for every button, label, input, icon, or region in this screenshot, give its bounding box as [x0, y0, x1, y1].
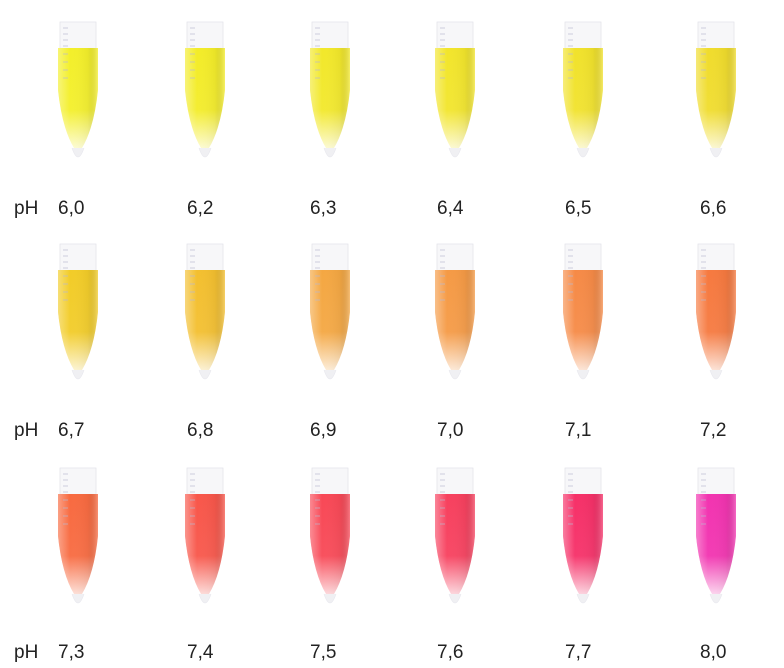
- tube-icon: [435, 243, 475, 380]
- tube-icon: [310, 21, 350, 158]
- ph-value-label: 7,6: [437, 642, 464, 663]
- ph-value-label: 6,5: [565, 198, 592, 219]
- ph-value-label: 6,0: [58, 198, 85, 219]
- sample-tube: [543, 242, 623, 402]
- sample-tube: [676, 20, 756, 180]
- sample-tube: [38, 20, 118, 180]
- ph-value-label: 7,4: [187, 642, 214, 663]
- sample-tube: [415, 466, 495, 626]
- tube-icon: [563, 21, 603, 158]
- tube-icon: [185, 243, 225, 380]
- sample-tube: [38, 466, 118, 626]
- tube-icon: [435, 467, 475, 604]
- ph-value-label: 7,0: [437, 420, 464, 441]
- sample-tube: [38, 242, 118, 402]
- sample-tube: [543, 20, 623, 180]
- sample-tube: [415, 20, 495, 180]
- tube-icon: [696, 467, 736, 604]
- ph-prefix-label: pH: [14, 420, 39, 441]
- ph-value-label: 7,5: [310, 642, 337, 663]
- ph-value-label: 8,0: [700, 642, 727, 663]
- sample-tube: [676, 242, 756, 402]
- tube-icon: [185, 21, 225, 158]
- ph-value-label: 6,7: [58, 420, 85, 441]
- ph-row-1: pH 6,0 6,2 6,3 6,4 6,5 6,6: [0, 0, 784, 222]
- tube-icon: [563, 467, 603, 604]
- ph-row-2: pH 6,7 6,8 6,9 7,0 7,1 7,2: [0, 222, 784, 444]
- ph-row-3: pH 7,3 7,4 7,5 7,6 7,7 8,0: [0, 444, 784, 666]
- tube-icon: [696, 243, 736, 380]
- ph-value-label: 6,9: [310, 420, 337, 441]
- tube-icon: [58, 21, 98, 158]
- ph-value-label: 7,3: [58, 642, 85, 663]
- sample-tube: [290, 242, 370, 402]
- ph-prefix-label: pH: [14, 642, 39, 663]
- sample-tube: [290, 466, 370, 626]
- tube-icon: [435, 21, 475, 158]
- sample-tube: [415, 242, 495, 402]
- sample-tube: [165, 242, 245, 402]
- ph-value-label: 6,6: [700, 198, 727, 219]
- tube-icon: [185, 467, 225, 604]
- ph-value-label: 7,1: [565, 420, 592, 441]
- ph-value-label: 7,7: [565, 642, 592, 663]
- sample-tube: [165, 466, 245, 626]
- sample-tube: [543, 466, 623, 626]
- ph-value-label: 6,4: [437, 198, 464, 219]
- tube-icon: [563, 243, 603, 380]
- ph-value-label: 6,2: [187, 198, 214, 219]
- tube-icon: [58, 243, 98, 380]
- tube-icon: [310, 467, 350, 604]
- tube-icon: [310, 243, 350, 380]
- ph-value-label: 7,2: [700, 420, 727, 441]
- sample-tube: [676, 466, 756, 626]
- ph-value-label: 6,3: [310, 198, 337, 219]
- sample-tube: [165, 20, 245, 180]
- tube-icon: [58, 467, 98, 604]
- sample-tube: [290, 20, 370, 180]
- ph-value-label: 6,8: [187, 420, 214, 441]
- tube-icon: [696, 21, 736, 158]
- ph-prefix-label: pH: [14, 198, 39, 219]
